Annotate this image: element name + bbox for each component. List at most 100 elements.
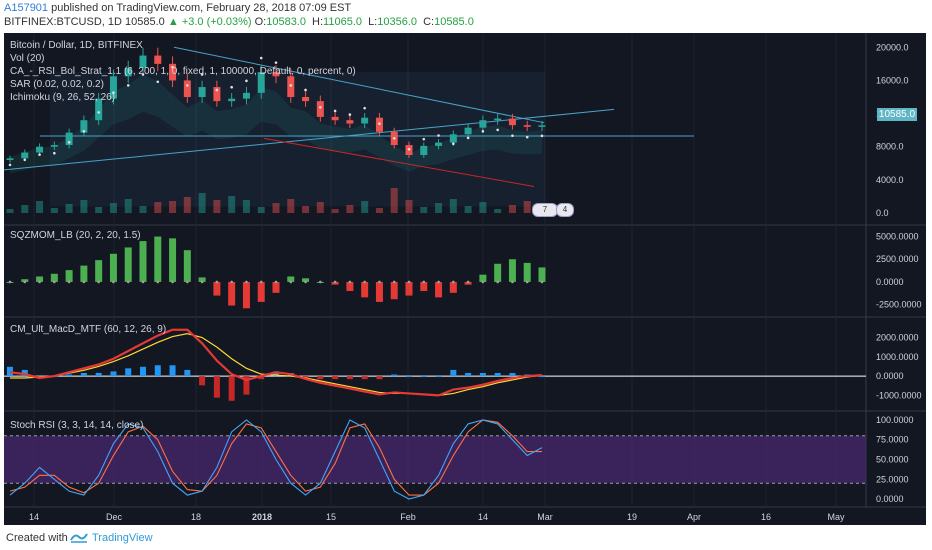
squeeze-bar (494, 263, 502, 282)
author-link[interactable]: A157901 (4, 2, 49, 14)
candle (109, 76, 117, 99)
indicator-rsi-bol-label[interactable]: CA_-_RSI_Bol_Strat_1.1 (6, 200, 1, 0, fi… (10, 66, 356, 77)
sar-dot (259, 56, 263, 60)
stoch-pane-title[interactable]: Stoch RSI (3, 3, 14, 14, close) (10, 420, 144, 431)
time-tick-label: 16 (761, 512, 771, 522)
macd-histogram-bar (213, 376, 220, 398)
stoch-tick-label: 25.0000 (876, 474, 909, 484)
macd-histogram-bar (7, 366, 13, 377)
time-tick-label: Mar (537, 512, 553, 522)
low-key: L: (368, 16, 378, 28)
volume-bar (50, 208, 58, 213)
candle (316, 101, 324, 117)
volume-bar (6, 209, 14, 213)
macd-histogram-bar (140, 366, 146, 377)
macd-histogram-bar (450, 369, 457, 377)
event-marker-1[interactable]: 7 (532, 203, 558, 217)
macd-histogram-bar (125, 368, 132, 377)
main-pane-title: Bitcoin / Dollar, 1D, BITFINEX (10, 40, 143, 51)
volume-bar (435, 203, 443, 213)
squeeze-bar (169, 238, 177, 282)
squeeze-dot (141, 280, 145, 284)
macd-pane-title[interactable]: CM_Ult_MacD_MTF (60, 12, 26, 9) (10, 324, 167, 335)
squeeze-dot (525, 280, 529, 284)
squeeze-bar (80, 265, 88, 282)
squeeze-dot (230, 280, 233, 284)
sar-dot (304, 88, 307, 92)
last-price-label: 10585.0 (125, 16, 165, 28)
volume-bar (80, 200, 88, 213)
volume-bar (154, 202, 162, 213)
squeeze-dot (112, 280, 115, 284)
ichimoku-cloud (10, 74, 542, 174)
sar-dot (422, 137, 426, 141)
squeeze-dot (481, 280, 485, 284)
squeeze-bar (508, 259, 516, 282)
volume-bar (169, 201, 177, 213)
time-tick-label: 15 (326, 512, 336, 522)
volume-bar (464, 206, 472, 213)
candle (36, 146, 44, 153)
squeeze-bar (228, 281, 236, 306)
volume-bar (302, 206, 310, 213)
squeeze-bar (242, 281, 250, 309)
sar-dot (378, 122, 381, 125)
squeeze-dot (274, 280, 278, 284)
squeeze-dot (437, 280, 440, 284)
squeeze-bar (302, 278, 310, 282)
tradingview-logo-icon (70, 533, 88, 543)
macd-histogram-bar (494, 372, 501, 377)
sar-dot (23, 158, 27, 162)
macd-histogram-bar (376, 376, 383, 380)
volume-bar (420, 207, 428, 213)
volume-bar (523, 201, 531, 213)
stoch-k-line (9, 419, 543, 500)
candle (257, 72, 265, 93)
symbol-label: BITFINEX:BTCUSD, 1D (4, 16, 122, 28)
time-tick-label: Feb (400, 512, 416, 522)
candle (124, 68, 132, 77)
sqz-pane-title[interactable]: SQZMOM_LB (20, 2, 20, 1.5) (10, 230, 141, 241)
squeeze-dot (363, 280, 366, 284)
sar-dot (141, 73, 145, 76)
chart-canvas[interactable]: 20000.016000.012000.08000.04000.00.05000… (4, 33, 926, 525)
change-label: +3.0 (+0.03%) (181, 16, 252, 28)
event-marker-2[interactable]: 4 (556, 203, 574, 217)
event-marker-2-count: 4 (562, 205, 568, 214)
candle (95, 98, 103, 121)
macd-histogram-bar (243, 376, 250, 395)
sar-dot (348, 113, 352, 116)
sar-dot (38, 153, 41, 156)
squeeze-dot (156, 280, 160, 284)
squeeze-dot (378, 280, 381, 284)
macd-histogram-bar (539, 376, 545, 378)
squeeze-dot (496, 280, 499, 284)
created-with-label: Created with (6, 532, 68, 544)
sar-dot (274, 61, 278, 64)
squeeze-dot (348, 280, 352, 284)
candle (183, 80, 191, 97)
squeeze-bar (449, 281, 457, 293)
indicator-ichimoku-label[interactable]: Ichimoku (9, 26, 52, 26) (10, 92, 116, 103)
squeeze-bar (464, 281, 472, 285)
chart-area[interactable]: 20000.016000.012000.08000.04000.00.05000… (4, 33, 926, 525)
price-tick-label: 20000.0 (876, 42, 909, 52)
macd-histogram-bar (465, 372, 472, 377)
sar-dot (481, 130, 485, 133)
volume-bar (198, 193, 206, 213)
candle (435, 142, 443, 146)
macd-tick-label: 0.0000 (876, 371, 904, 381)
volume-bar (65, 204, 73, 213)
indicator-vol-label[interactable]: Vol (20) (10, 53, 45, 64)
candle (213, 87, 221, 102)
open-value: 10583.0 (266, 16, 306, 28)
volume-bar (95, 207, 103, 213)
indicator-sar-label[interactable]: SAR (0.02, 0.02, 0.2) (10, 79, 104, 90)
candle (494, 118, 502, 121)
sar-dot (67, 140, 71, 144)
sqz-tick-label: -2500.0000 (876, 300, 922, 310)
sar-dot (53, 151, 56, 155)
squeeze-dot (171, 280, 174, 284)
tradingview-brand-link[interactable]: TradingView (92, 532, 153, 544)
squeeze-bar (213, 281, 221, 296)
